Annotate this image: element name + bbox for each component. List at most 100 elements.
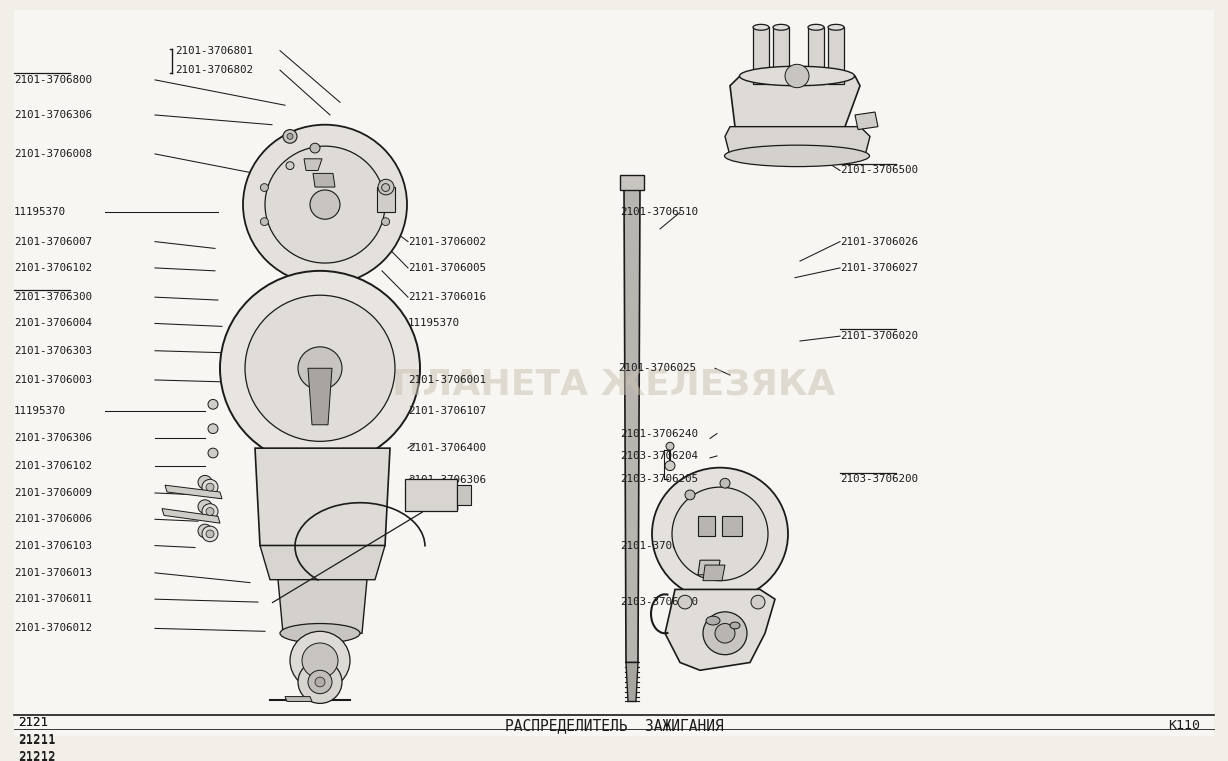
- Circle shape: [246, 295, 395, 441]
- Bar: [405, 479, 457, 511]
- Text: 2101-3706102: 2101-3706102: [14, 263, 92, 273]
- Text: 21211: 21211: [18, 734, 55, 747]
- Text: 2101-3706300: 2101-3706300: [14, 292, 92, 302]
- Text: 2101-3706004: 2101-3706004: [14, 318, 92, 329]
- Text: 2101-3706012: 2101-3706012: [14, 623, 92, 633]
- Circle shape: [286, 162, 293, 170]
- Polygon shape: [666, 590, 775, 670]
- Text: 2101-3706026: 2101-3706026: [840, 237, 919, 247]
- Text: 2101-3706002: 2101-3706002: [408, 237, 486, 247]
- Text: 2101-3706102: 2101-3706102: [14, 460, 92, 471]
- Circle shape: [302, 643, 338, 678]
- Ellipse shape: [739, 66, 855, 86]
- Polygon shape: [855, 112, 878, 129]
- Text: 2101-3706306: 2101-3706306: [14, 110, 92, 120]
- Circle shape: [208, 400, 219, 409]
- Circle shape: [201, 479, 219, 495]
- Ellipse shape: [280, 623, 360, 643]
- Circle shape: [282, 129, 297, 143]
- Polygon shape: [260, 546, 386, 580]
- Circle shape: [652, 468, 788, 600]
- Circle shape: [206, 508, 214, 515]
- Circle shape: [382, 183, 389, 192]
- Polygon shape: [308, 368, 332, 425]
- Circle shape: [702, 612, 747, 654]
- Polygon shape: [285, 696, 312, 702]
- Circle shape: [678, 595, 693, 609]
- Ellipse shape: [772, 24, 790, 30]
- Circle shape: [308, 670, 332, 694]
- Text: 2101-3706011: 2101-3706011: [14, 594, 92, 604]
- Text: 2101-3706008: 2101-3706008: [14, 149, 92, 159]
- Text: 2101-3706025: 2101-3706025: [618, 363, 696, 373]
- Text: 2101-3706306: 2101-3706306: [14, 434, 92, 444]
- Polygon shape: [729, 76, 860, 144]
- Circle shape: [316, 677, 325, 687]
- Text: ПЛАНЕТА ЖЕЛЕЗЯКА: ПЛАНЕТА ЖЕЛЕЗЯКА: [392, 368, 836, 402]
- Circle shape: [752, 595, 765, 609]
- Ellipse shape: [753, 24, 769, 30]
- Ellipse shape: [808, 24, 824, 30]
- Text: 2101-3706005: 2101-3706005: [408, 263, 486, 273]
- Text: 2101-3706306: 2101-3706306: [408, 476, 486, 486]
- Text: 2103-3706200: 2103-3706200: [840, 474, 919, 484]
- Text: 2101-3706802: 2101-3706802: [176, 65, 253, 75]
- Polygon shape: [725, 126, 869, 164]
- Circle shape: [287, 133, 293, 139]
- Circle shape: [309, 143, 321, 153]
- Circle shape: [243, 125, 406, 285]
- Polygon shape: [624, 190, 640, 663]
- Circle shape: [298, 347, 343, 390]
- Text: 2101-3706009: 2101-3706009: [14, 488, 92, 498]
- Text: 2101-3706400: 2101-3706400: [408, 443, 486, 453]
- Polygon shape: [162, 508, 220, 523]
- Circle shape: [260, 183, 269, 192]
- Text: 2121-3706016: 2121-3706016: [408, 292, 486, 302]
- Text: 11195370: 11195370: [14, 406, 66, 416]
- Bar: [772, 27, 790, 84]
- Circle shape: [666, 442, 674, 450]
- Circle shape: [378, 180, 394, 195]
- Circle shape: [715, 623, 736, 643]
- Text: 2103-3706205: 2103-3706205: [620, 474, 698, 484]
- Text: 2101-3706027: 2101-3706027: [840, 263, 919, 273]
- Polygon shape: [698, 517, 715, 536]
- Ellipse shape: [706, 616, 720, 625]
- Text: 2121: 2121: [18, 716, 48, 729]
- Polygon shape: [278, 580, 367, 633]
- Text: K110: K110: [1168, 719, 1200, 732]
- Polygon shape: [698, 560, 720, 575]
- Text: 21212: 21212: [18, 751, 55, 761]
- Ellipse shape: [725, 145, 869, 167]
- Bar: [377, 187, 395, 212]
- Text: 2101-3706003: 2101-3706003: [14, 375, 92, 385]
- Polygon shape: [722, 517, 742, 536]
- Circle shape: [206, 483, 214, 491]
- Text: 2101-3706107: 2101-3706107: [408, 406, 486, 416]
- Text: РАСПРЕДЕЛИТЕЛЬ  ЗАЖИГАНИЯ: РАСПРЕДЕЛИТЕЛЬ ЗАЖИГАНИЯ: [505, 718, 723, 734]
- Circle shape: [260, 218, 269, 225]
- Circle shape: [198, 524, 212, 538]
- Bar: [808, 27, 824, 84]
- Text: 2101-3706801: 2101-3706801: [176, 46, 253, 56]
- Circle shape: [220, 271, 420, 466]
- Text: 2101-3706006: 2101-3706006: [14, 514, 92, 524]
- Circle shape: [672, 487, 768, 581]
- Bar: [828, 27, 844, 84]
- Text: 2103-3706210: 2103-3706210: [620, 597, 698, 607]
- Text: 21211: 21211: [18, 733, 55, 746]
- Text: 2101-3706230: 2101-3706230: [620, 540, 698, 551]
- Circle shape: [685, 490, 695, 500]
- Circle shape: [785, 64, 809, 88]
- Text: 2101-3706103: 2101-3706103: [14, 540, 92, 551]
- Text: 2101-3706240: 2101-3706240: [620, 428, 698, 438]
- Text: 11195370: 11195370: [408, 504, 460, 514]
- Polygon shape: [313, 174, 335, 187]
- Circle shape: [298, 661, 343, 703]
- Text: 2101-3706013: 2101-3706013: [14, 568, 92, 578]
- Circle shape: [198, 500, 212, 514]
- Bar: [753, 27, 769, 84]
- Circle shape: [290, 632, 350, 689]
- Polygon shape: [305, 159, 322, 170]
- Polygon shape: [626, 663, 639, 702]
